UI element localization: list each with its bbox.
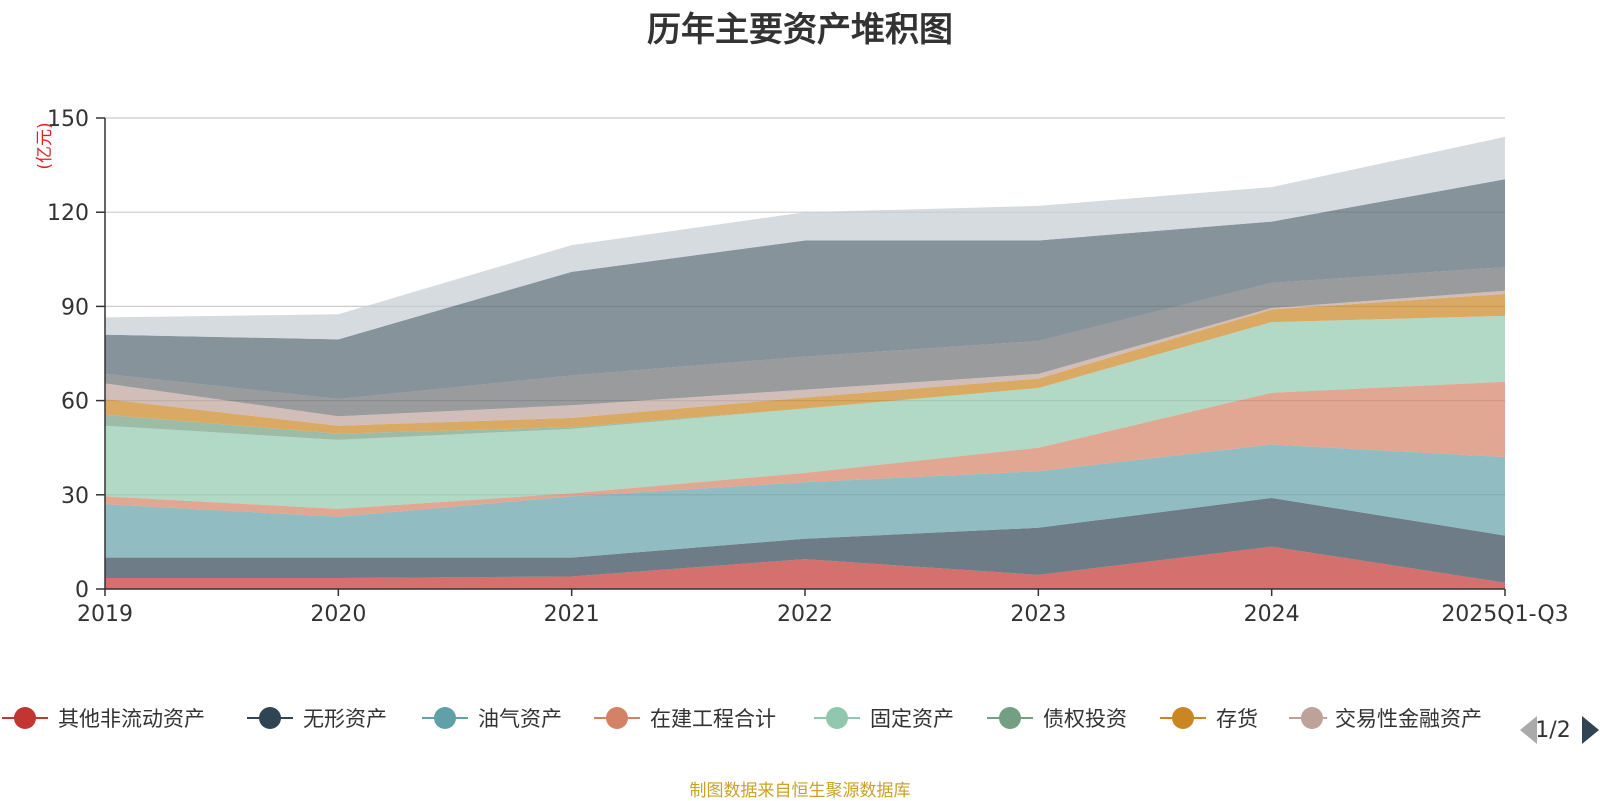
area-layer — [105, 136, 1505, 589]
legend-page-label: 1/2 — [1535, 718, 1571, 743]
legend-item[interactable]: 债权投资 — [985, 700, 1153, 736]
legend-marker-icon — [247, 707, 293, 729]
legend-item[interactable]: 存货 — [1158, 700, 1283, 736]
legend-label: 油气资产 — [478, 707, 562, 731]
legend-marker-icon — [987, 707, 1033, 729]
area-series-6[interactable] — [105, 315, 1505, 440]
x-tick-label: 2022 — [777, 602, 833, 627]
area-series-9[interactable] — [105, 267, 1505, 417]
area-series-8[interactable] — [105, 290, 1505, 426]
legend: 其他非流动资产 无形资产 油气资产 在建工程合计 固定资产 债权投资 存货 交易性金融资产 — [0, 700, 1600, 740]
legend-prev-icon[interactable] — [1520, 716, 1537, 744]
area-series-7[interactable] — [105, 293, 1505, 434]
legend-marker-icon — [422, 707, 468, 729]
legend-item[interactable]: 无形资产 — [245, 700, 415, 736]
legend-label: 在建工程合计 — [650, 707, 776, 731]
legend-item[interactable]: 交易性金融资产 — [1287, 700, 1482, 736]
area-series-5[interactable] — [105, 315, 1505, 509]
legend-marker-icon — [1160, 707, 1206, 729]
source-note: 制图数据来自恒生聚源数据库 — [689, 781, 911, 801]
area-series-2[interactable] — [105, 497, 1505, 583]
legend-label: 无形资产 — [303, 707, 387, 731]
x-tick-label: 2019 — [77, 602, 133, 627]
chart-title: 历年主要资产堆积图 — [647, 10, 953, 50]
legend-label: 固定资产 — [870, 707, 954, 731]
area-series-3[interactable] — [105, 444, 1505, 558]
area-series-4[interactable] — [105, 381, 1505, 517]
legend-marker-icon — [2, 707, 48, 729]
y-tick-label: 90 — [61, 295, 89, 320]
legend-label: 存货 — [1216, 707, 1258, 731]
legend-item[interactable]: 其他非流动资产 — [0, 700, 240, 736]
area-series-10[interactable] — [105, 179, 1505, 400]
legend-label: 交易性金融资产 — [1335, 707, 1482, 731]
legend-label: 债权投资 — [1043, 707, 1127, 731]
y-tick-label: 60 — [61, 390, 89, 415]
x-tick-label: 2021 — [544, 602, 600, 627]
x-tick-label: 2023 — [1010, 602, 1066, 627]
legend-item[interactable]: 在建工程合计 — [592, 700, 808, 736]
y-tick-label: 30 — [61, 484, 89, 509]
area-series-11[interactable] — [105, 136, 1505, 340]
y-tick-label: 150 — [47, 107, 89, 132]
y-tick-label: 0 — [75, 578, 89, 603]
legend-next-icon[interactable] — [1582, 716, 1599, 744]
legend-item[interactable]: 油气资产 — [420, 700, 588, 736]
x-tick-label: 2025Q1-Q3 — [1441, 602, 1568, 627]
legend-item[interactable]: 固定资产 — [812, 700, 980, 736]
legend-label: 其他非流动资产 — [58, 707, 205, 731]
x-tick-label: 2024 — [1244, 602, 1300, 627]
chart-plot: 0 30 60 90 120 150 2019 2020 2021 2022 2023 2024 202… — [35, 107, 1569, 627]
x-tick-label: 2020 — [310, 602, 366, 627]
y-unit-label: (亿元) — [35, 122, 55, 169]
legend-marker-icon — [814, 707, 860, 729]
y-tick-label: 120 — [47, 201, 89, 226]
legend-marker-icon — [1289, 707, 1327, 729]
area-series-1[interactable] — [105, 546, 1505, 589]
legend-marker-icon — [594, 707, 640, 729]
legend-pager-icons — [1520, 716, 1599, 744]
axis-layer: 0 30 60 90 120 150 2019 2020 2021 2022 2023 2024 202… — [47, 107, 1569, 627]
